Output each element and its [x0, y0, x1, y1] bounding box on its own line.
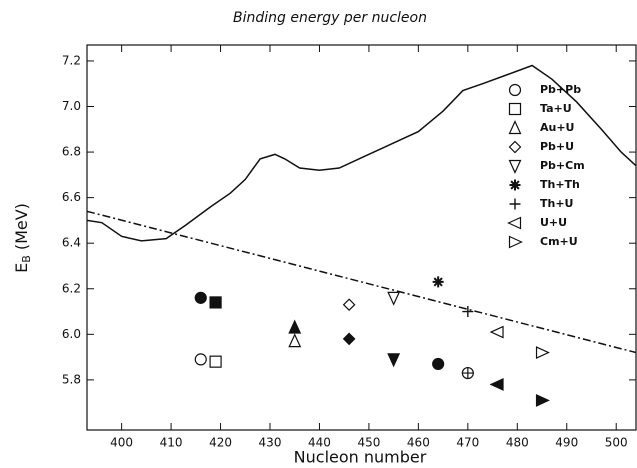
marker [209, 296, 222, 309]
marker [432, 357, 445, 371]
legend-label: Th+U [540, 197, 573, 210]
marker [508, 83, 522, 97]
plot-frame [86, 44, 637, 431]
x-tick-label: 460 [407, 436, 430, 450]
marker [509, 179, 521, 191]
marker [194, 291, 207, 304]
y-tick-label: 6.2 [62, 281, 81, 295]
marker [508, 102, 522, 116]
x-tick-label: 490 [555, 436, 578, 450]
legend-label: Th+Th [540, 178, 580, 191]
marker [508, 235, 523, 249]
x-tick-label: 410 [160, 436, 183, 450]
y-tick-label: 6.6 [62, 190, 81, 204]
y-tick-label: 5.8 [62, 372, 81, 386]
x-tick-label: 450 [357, 436, 380, 450]
x-tick-label: 400 [110, 436, 133, 450]
y-axis-label: EB (MeV) [12, 203, 34, 273]
y-tick-label: 6.8 [62, 145, 81, 159]
x-axis-label: Nucleon number [294, 448, 427, 467]
x-tick-label: 430 [259, 436, 282, 450]
x-tick-label: 500 [605, 436, 628, 450]
marker [461, 366, 474, 380]
marker [508, 120, 522, 135]
legend-label: Cm+U [540, 235, 578, 248]
y-label-sub: B [20, 255, 33, 263]
legend-label: Pb+U [540, 140, 574, 153]
marker [342, 332, 356, 346]
marker [489, 378, 504, 391]
marker [535, 393, 550, 407]
x-tick-label: 440 [308, 436, 331, 450]
legend-label: Pb+Pb [540, 83, 581, 96]
marker [508, 140, 522, 154]
legend-label: Au+U [540, 121, 575, 134]
marker [507, 216, 522, 230]
x-tick-label: 420 [209, 436, 232, 450]
marker [509, 198, 521, 210]
marker [288, 319, 302, 334]
marker [387, 291, 401, 306]
marker [535, 346, 550, 359]
y-label-rest: (MeV) [12, 203, 31, 255]
y-tick-label: 6.4 [62, 236, 81, 250]
marker [387, 353, 401, 368]
x-tick-label: 470 [456, 436, 479, 450]
marker [432, 276, 444, 288]
y-tick-label: 7.0 [62, 99, 81, 113]
curve [87, 210, 636, 354]
marker-part [462, 367, 474, 379]
chart-title: Binding energy per nucleon [233, 10, 427, 26]
marker [194, 353, 207, 366]
x-tick-label: 480 [506, 436, 529, 450]
legend-label: Pb+Cm [540, 159, 585, 172]
curve [87, 64, 636, 242]
legend-label: U+U [540, 216, 567, 229]
y-tick-label: 6.0 [62, 327, 81, 341]
marker [288, 333, 302, 348]
y-tick-label: 7.2 [62, 53, 81, 67]
marker [489, 325, 504, 339]
y-label-main: E [12, 263, 31, 273]
marker [209, 355, 222, 368]
marker [342, 298, 356, 312]
marker [508, 159, 522, 174]
marker [462, 306, 474, 318]
legend-label: Ta+U [540, 102, 572, 115]
